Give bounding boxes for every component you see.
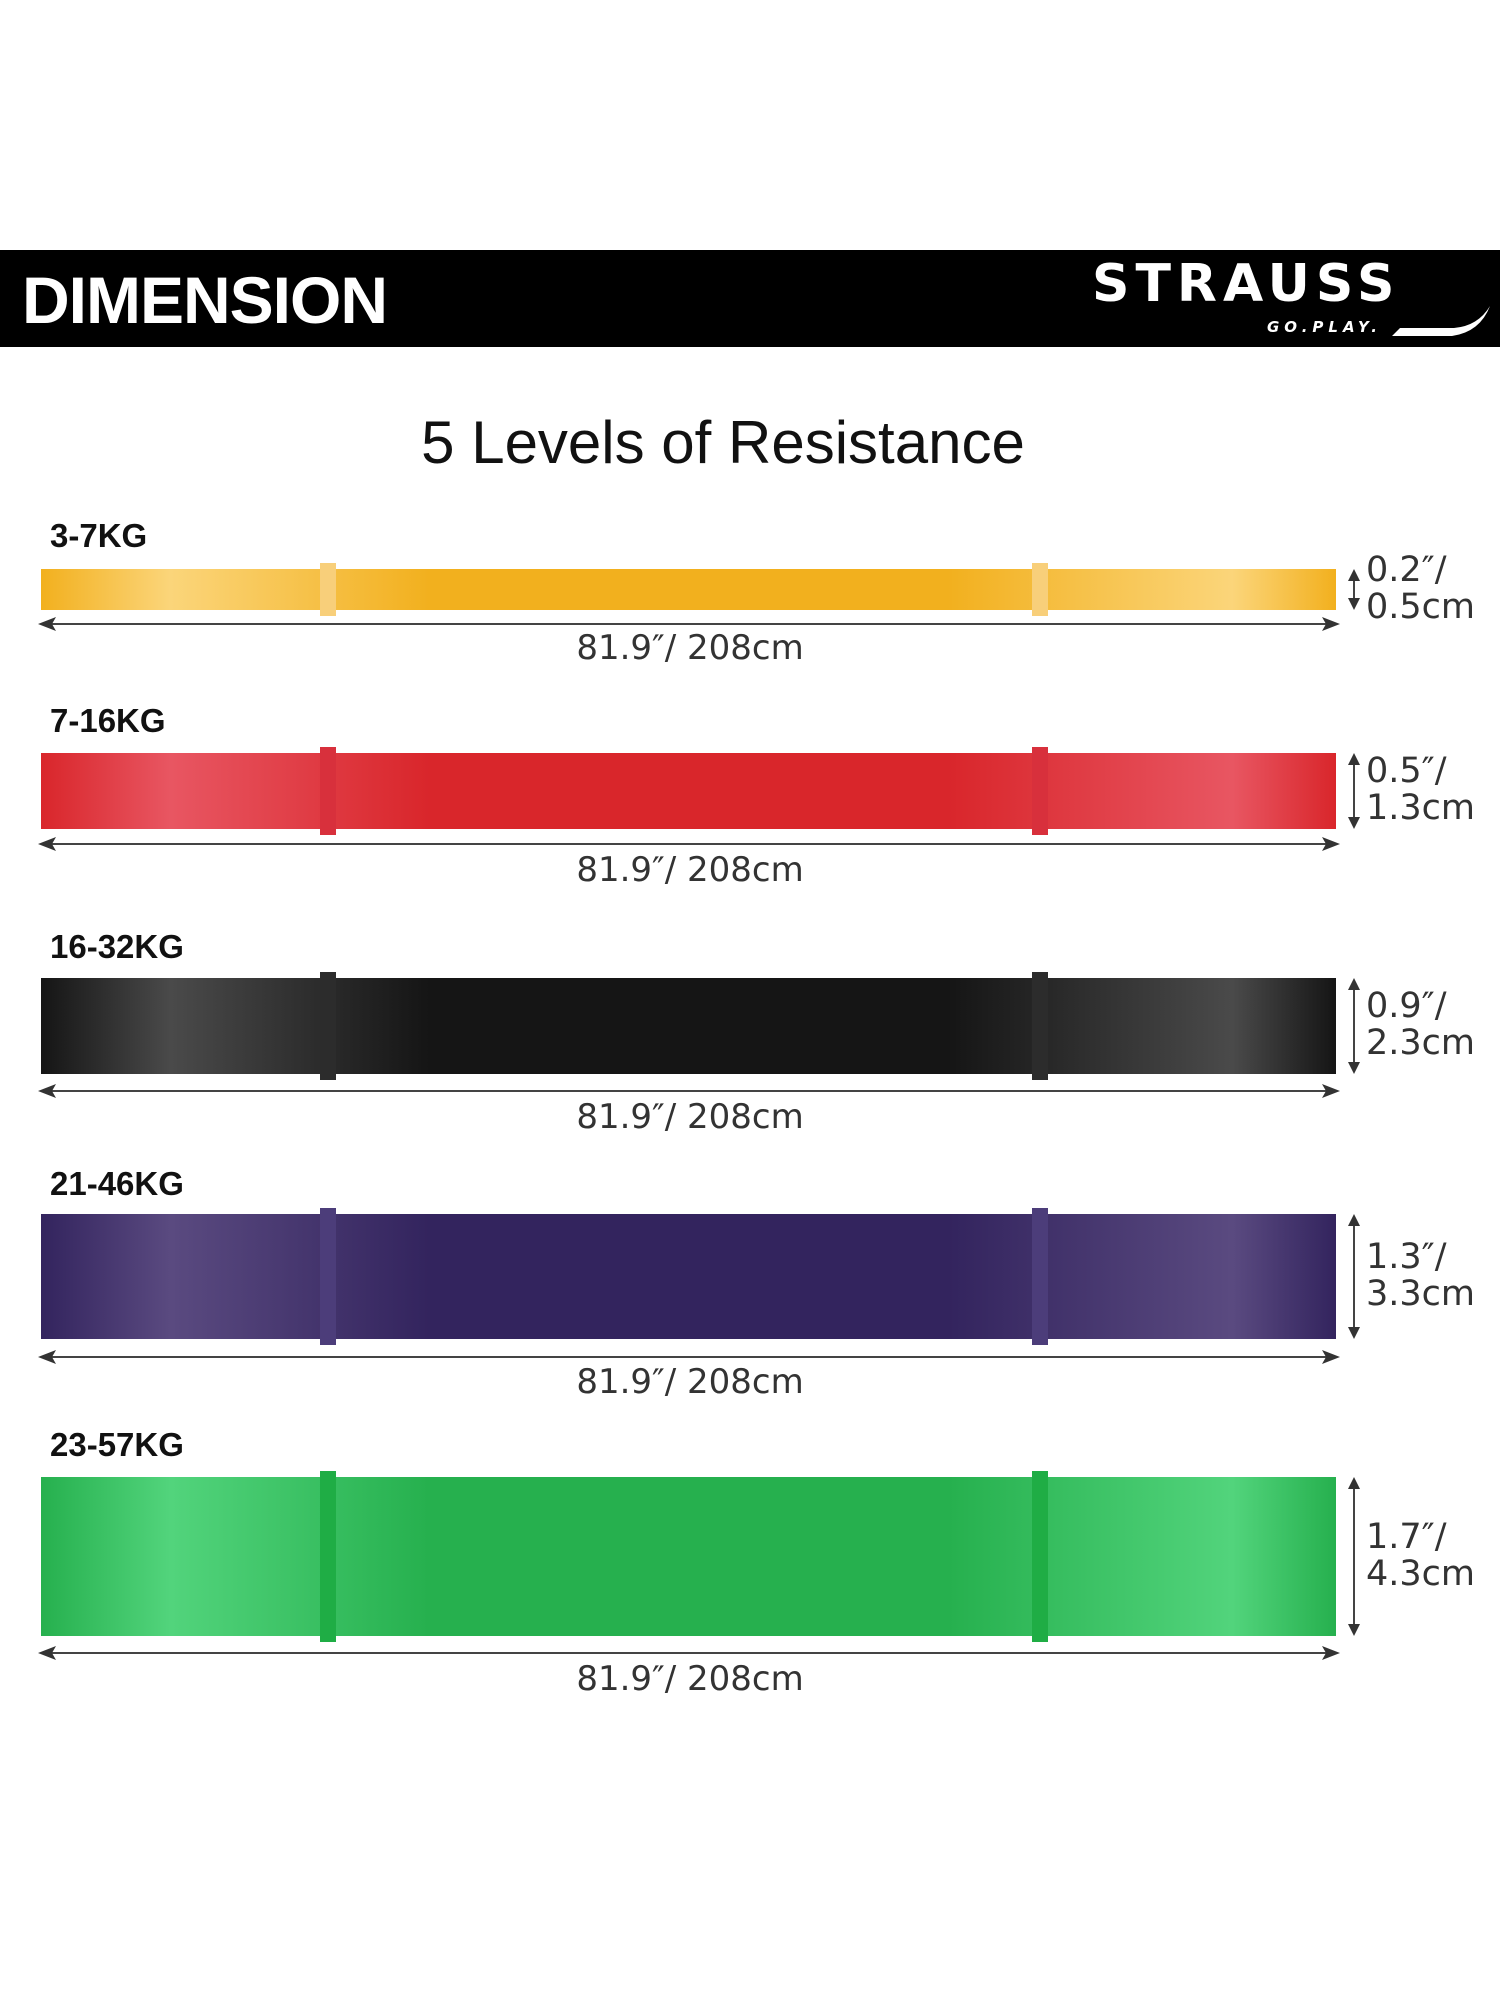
thickness-inches: 0.9″/: [1366, 986, 1447, 1026]
thickness-text: 1.7″/ 4.3cm: [1366, 1516, 1475, 1594]
length-arrow-icon: [38, 1084, 1340, 1098]
thickness-text: 0.9″/ 2.3cm: [1366, 988, 1475, 1062]
band-clip: [320, 563, 336, 616]
thickness-inches: 1.3″/: [1366, 1236, 1447, 1277]
thickness-arrow-icon: [1348, 569, 1360, 610]
thickness-text: 1.3″/ 3.3cm: [1366, 1236, 1475, 1314]
thickness-inches: 1.7″/: [1366, 1516, 1447, 1557]
thickness-cm: 4.3cm: [1366, 1553, 1475, 1594]
thickness-cm: 1.3cm: [1366, 788, 1475, 828]
thickness-cm: 2.3cm: [1366, 1023, 1475, 1063]
thickness-cm: 0.5cm: [1366, 586, 1475, 627]
band-clip: [1032, 1208, 1048, 1345]
thickness-arrow-icon: [1348, 753, 1360, 829]
band-clip: [320, 1208, 336, 1345]
length-arrow-icon: [38, 617, 1340, 631]
thickness-arrow-icon: [1348, 978, 1360, 1074]
resistance-label: 16-32KG: [50, 928, 184, 965]
resistance-label: 21-46KG: [50, 1165, 184, 1202]
resistance-band: [41, 1471, 1336, 1642]
resistance-band: [41, 972, 1336, 1080]
logo-tagline: GO.PLAY.: [1267, 318, 1382, 336]
band-clip: [320, 972, 336, 1080]
length-text: 81.9″/ 208cm: [576, 850, 804, 890]
length-arrow-icon: [38, 1646, 1340, 1660]
resistance-label: 3-7KG: [50, 517, 148, 554]
band-clip: [1032, 1471, 1048, 1642]
thickness-inches: 0.2″/: [1366, 549, 1447, 590]
length-arrow-icon: [38, 1350, 1340, 1364]
header-banner: DIMENSION STRAUSS GO.PLAY.: [0, 250, 1500, 347]
resistance-band: [41, 563, 1336, 616]
resistance-label: 23-57KG: [50, 1426, 184, 1463]
thickness-inches: 0.5″/: [1366, 751, 1447, 791]
band-clip: [320, 1471, 336, 1642]
length-text: 81.9″/ 208cm: [576, 1097, 804, 1137]
band-clip: [1032, 747, 1048, 835]
thickness-arrow-icon: [1348, 1477, 1360, 1636]
thickness-text: 0.2″/ 0.5cm: [1366, 549, 1475, 627]
header-title: DIMENSION: [22, 263, 388, 337]
length-text: 81.9″/ 208cm: [576, 1362, 804, 1402]
thickness-text: 0.5″/ 1.3cm: [1366, 753, 1475, 827]
band-clip: [1032, 972, 1048, 1080]
page-title: 5 Levels of Resistance: [421, 409, 1025, 476]
strauss-logo: STRAUSS GO.PLAY.: [1092, 258, 1492, 342]
band-clip: [1032, 563, 1048, 616]
swoosh-icon: [1392, 306, 1490, 336]
resistance-label: 7-16KG: [50, 702, 166, 739]
resistance-band: [41, 1208, 1336, 1345]
logo-brand: STRAUSS: [1092, 254, 1401, 314]
thickness-cm: 3.3cm: [1366, 1273, 1475, 1314]
thickness-arrow-icon: [1348, 1214, 1360, 1339]
length-arrow-icon: [38, 837, 1340, 851]
length-text: 81.9″/ 208cm: [576, 628, 804, 668]
resistance-band: [41, 747, 1336, 835]
length-text: 81.9″/ 208cm: [576, 1659, 804, 1699]
band-clip: [320, 747, 336, 835]
